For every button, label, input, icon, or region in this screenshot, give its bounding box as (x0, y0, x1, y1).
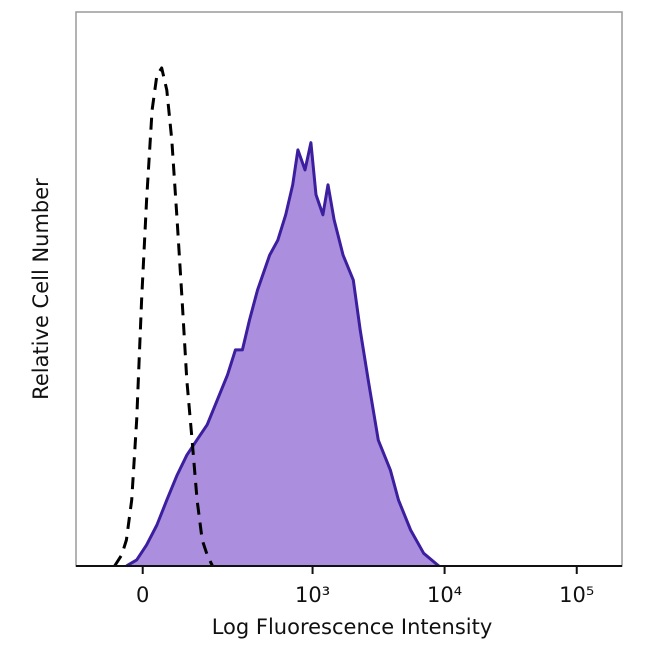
x-axis-label: Log Fluorescence Intensity (212, 615, 493, 639)
x-tick-label: 10³ (295, 583, 330, 607)
control-histogram (113, 66, 214, 567)
x-tick-label: 10⁵ (559, 583, 594, 607)
x-tick-label: 10⁴ (427, 583, 462, 607)
y-axis-label: Relative Cell Number (29, 178, 53, 400)
x-tick-label: 0 (136, 583, 149, 607)
filled-histogram (125, 141, 440, 568)
